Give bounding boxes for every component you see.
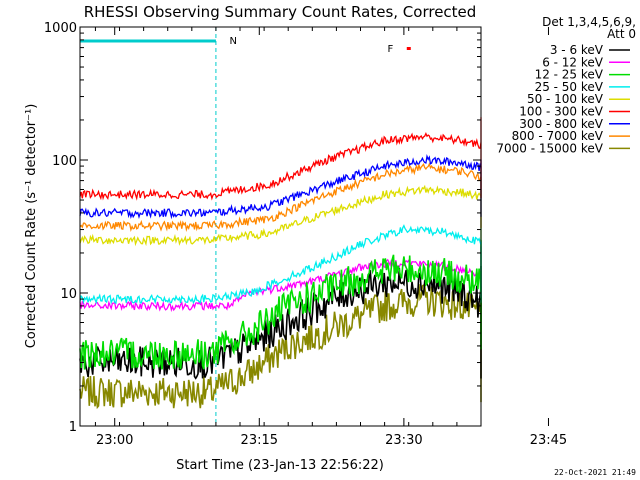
y-tick-label-1: 1000 [44,21,77,36]
y-tick-label-4: 1 [69,420,77,435]
plot-frame [79,26,482,427]
x-axis-label: Start Time (23-Jan-13 22:56:22) [176,458,384,473]
legend-label-3: 12 - 25 keV [535,68,604,82]
y-axis-label: Corrected Count Rate (s⁻¹ detector⁻¹) [24,104,39,349]
legend-label-9: 7000 - 15000 keV [496,141,603,155]
x-tick-label-1: 23:00 [96,433,133,448]
x-tick-label-2: 23:15 [241,433,278,448]
legend-label-2: 6 - 12 keV [542,55,604,69]
annotation-N: N [230,36,237,47]
legend-label-7: 300 - 800 keV [519,117,603,131]
axes: 100010010123:0023:1523:3023:4500:0000:15… [44,21,567,448]
legend-label-8: 800 - 7000 keV [512,129,604,143]
legend-label-4: 25 - 50 keV [535,80,604,94]
legend-header-line-1: Det 1,3,4,5,6,9, [542,15,636,29]
x-tick-label-4: 23:45 [530,433,567,448]
legend-label-5: 50 - 100 keV [527,92,604,106]
x-tick-label-3: 23:30 [385,433,422,448]
y-tick-label-2: 100 [52,154,77,169]
legend-label-1: 3 - 6 keV [550,43,604,57]
y-tick-label-3: 10 [60,287,77,302]
legend-label-6: 100 - 300 keV [519,105,603,119]
legend-header-line-2: Att 0 [607,27,636,41]
render-timestamp: 22-Oct-2021 21:49 [554,468,636,477]
chart-title: RHESSI Observing Summary Count Rates, Co… [84,3,477,21]
annotation-F: F [388,44,394,55]
annotation-F-mark [406,47,411,50]
